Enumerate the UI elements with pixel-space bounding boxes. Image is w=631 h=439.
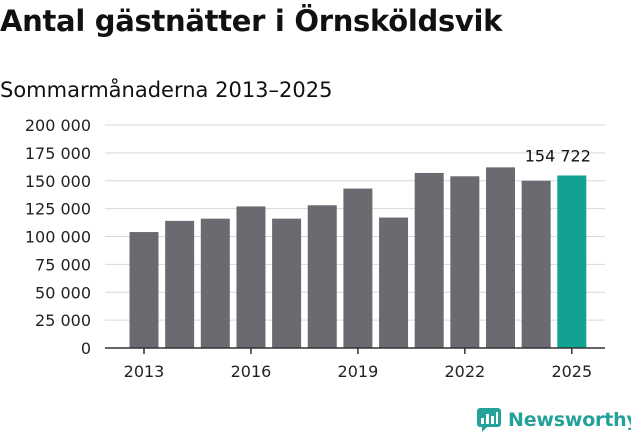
- x-tick-label: 2013: [124, 362, 165, 381]
- y-tick-label: 50 000: [35, 283, 91, 302]
- x-tick-label: 2022: [444, 362, 485, 381]
- bar: [307, 205, 337, 348]
- bar: [414, 172, 444, 348]
- bar: [521, 180, 551, 348]
- y-tick-label: 0: [81, 339, 91, 358]
- y-tick-label: 150 000: [25, 172, 91, 191]
- newsworthy-icon: [477, 408, 501, 432]
- data-label: 154 722: [525, 146, 591, 165]
- y-tick-label: 175 000: [25, 144, 91, 163]
- bar: [486, 167, 515, 348]
- bar: [272, 218, 302, 348]
- x-tick-label: 2016: [231, 362, 272, 381]
- bar: [450, 176, 480, 348]
- brand-name: Newsworthy: [508, 409, 631, 431]
- bar: [557, 175, 587, 348]
- bar: [129, 232, 159, 348]
- y-tick-label: 125 000: [25, 200, 91, 219]
- bar: [343, 188, 373, 348]
- y-tick-label: 100 000: [25, 228, 91, 247]
- newsworthy-logo: Newsworthy: [476, 407, 631, 433]
- bar: [236, 206, 266, 348]
- bar: [379, 217, 409, 348]
- x-tick-label: 2025: [551, 362, 592, 381]
- y-tick-label: 75 000: [35, 255, 91, 274]
- chart-title: Antal gästnätter i Örnsköldsvik: [0, 4, 503, 38]
- chart-subtitle: Sommarmånaderna 2013–2025: [0, 78, 333, 102]
- y-tick-label: 25 000: [35, 311, 91, 330]
- bar: [200, 218, 230, 348]
- bar: [165, 220, 195, 348]
- x-tick-label: 2019: [338, 362, 379, 381]
- bar-chart: 0 25 000 50 000 75 000 100 000 125 000 150 000…: [25, 116, 605, 381]
- y-tick-label: 200 000: [25, 116, 91, 135]
